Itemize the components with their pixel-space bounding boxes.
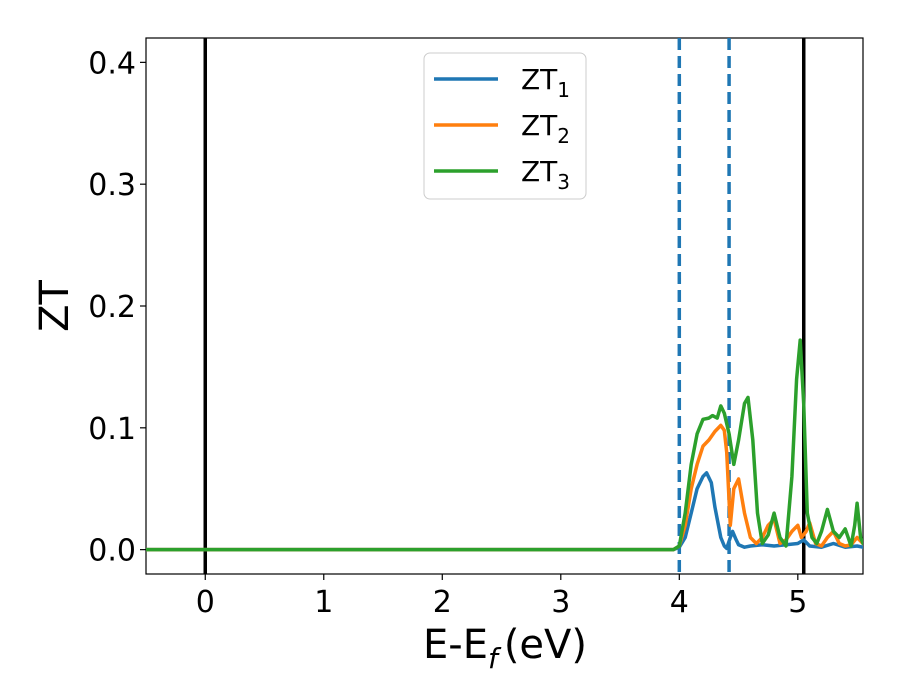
series-line-zt1 [146, 471, 863, 552]
y-tick-label: 0.2 [88, 290, 136, 325]
legend-label-zt2: ZT2 [521, 109, 570, 148]
x-tick-label: 1 [314, 585, 333, 620]
x-tick-label: 5 [788, 585, 807, 620]
reference-lines [203, 38, 806, 574]
x-tick-label: 4 [670, 585, 689, 620]
series-line-zt3 [146, 338, 863, 552]
legend-box [423, 52, 587, 200]
x-tick-label: 0 [196, 585, 215, 620]
y-tick-label: 0.3 [88, 168, 136, 203]
x-tick-label: 3 [551, 585, 570, 620]
series-layer [146, 338, 863, 552]
y-axis-label: ZT [32, 280, 78, 332]
legend-label-zt3: ZT3 [521, 155, 570, 194]
legend: ZT1 ZT2 ZT3 [423, 52, 587, 200]
y-tick-label: 0.1 [88, 412, 136, 447]
y-tick-label: 0.4 [88, 46, 136, 81]
axes: 0 1 2 3 4 5 0.0 0.1 0.2 0.3 0.4 [88, 46, 807, 620]
y-tick-label: 0.0 [88, 534, 136, 569]
x-axis-label: E-Ef (eV) [423, 622, 587, 675]
legend-label-zt1: ZT1 [521, 63, 570, 102]
x-tick-label: 2 [433, 585, 452, 620]
